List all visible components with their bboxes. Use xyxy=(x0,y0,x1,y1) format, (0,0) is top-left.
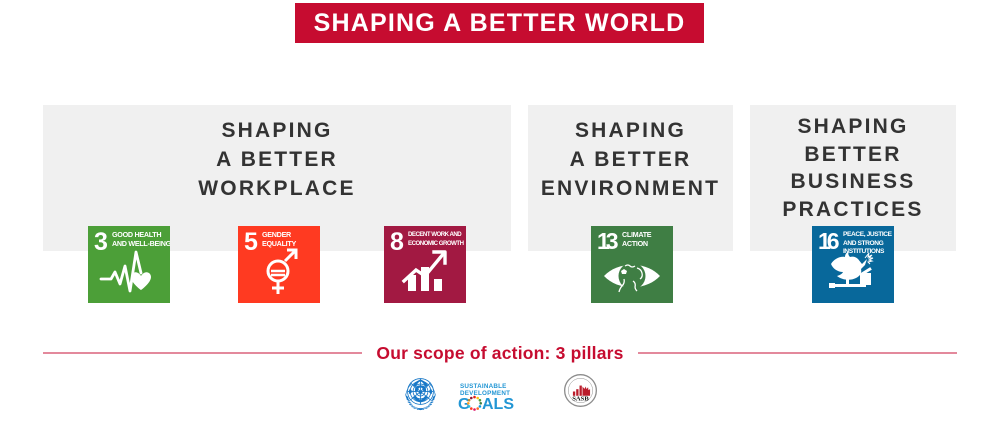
svg-text:ALS: ALS xyxy=(482,396,514,413)
svg-text:SASB: SASB xyxy=(572,395,589,402)
